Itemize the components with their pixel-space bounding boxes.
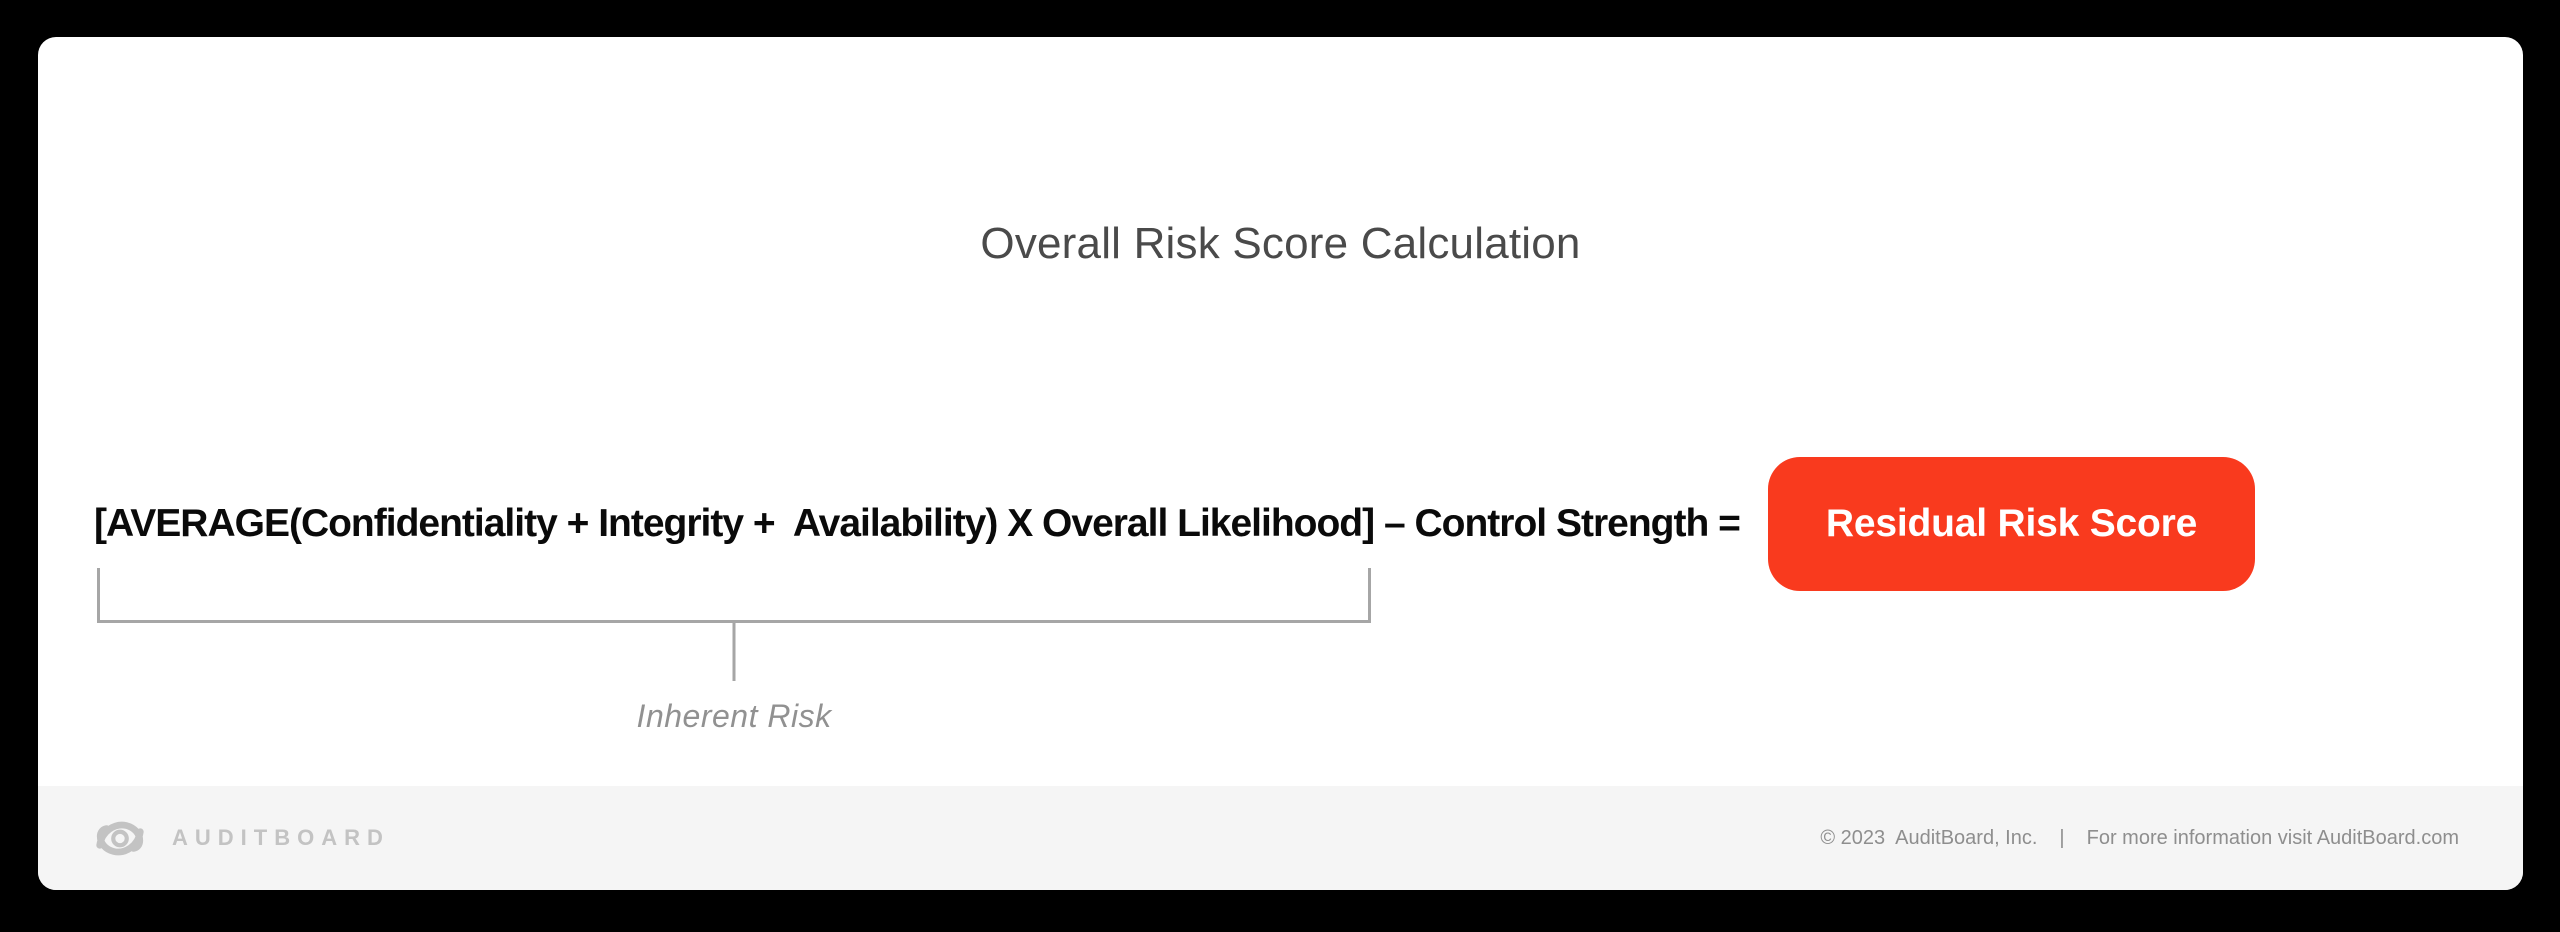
slide-card: Overall Risk Score Calculation [AVERAGE(…	[38, 37, 2523, 890]
brace-stem	[732, 623, 736, 681]
auditboard-wordmark: AUDITBOARD	[172, 825, 390, 850]
risk-formula: [AVERAGE(Confidentiality + Integrity + A…	[94, 457, 2507, 734]
auditboard-logo: AUDITBOARD	[94, 816, 390, 861]
formula-inherent-part: [AVERAGE(Confidentiality + Integrity + A…	[94, 502, 1375, 545]
auditboard-eye-icon	[96, 821, 144, 855]
copyright-text: © 2023 AuditBoard, Inc.	[1820, 826, 2038, 849]
footer-info-text: For more information visit AuditBoard.co…	[2086, 826, 2459, 849]
slide-footer: AUDITBOARD © 2023 AuditBoard, Inc. | For…	[38, 786, 2523, 890]
inherent-risk-label: Inherent Risk	[636, 698, 832, 734]
footer-separator: |	[2059, 826, 2065, 849]
formula-operator-part: – Control Strength =	[1374, 502, 1741, 545]
slide-content: Overall Risk Score Calculation [AVERAGE(…	[38, 37, 2523, 786]
page-title: Overall Risk Score Calculation	[980, 219, 1581, 268]
footer-info: © 2023 AuditBoard, Inc. | For more infor…	[1820, 827, 2459, 850]
inherent-risk-brace	[97, 568, 1372, 623]
inherent-risk-group: [AVERAGE(Confidentiality + Integrity + A…	[94, 502, 1375, 734]
residual-risk-score-badge: Residual Risk Score	[1767, 457, 2256, 591]
